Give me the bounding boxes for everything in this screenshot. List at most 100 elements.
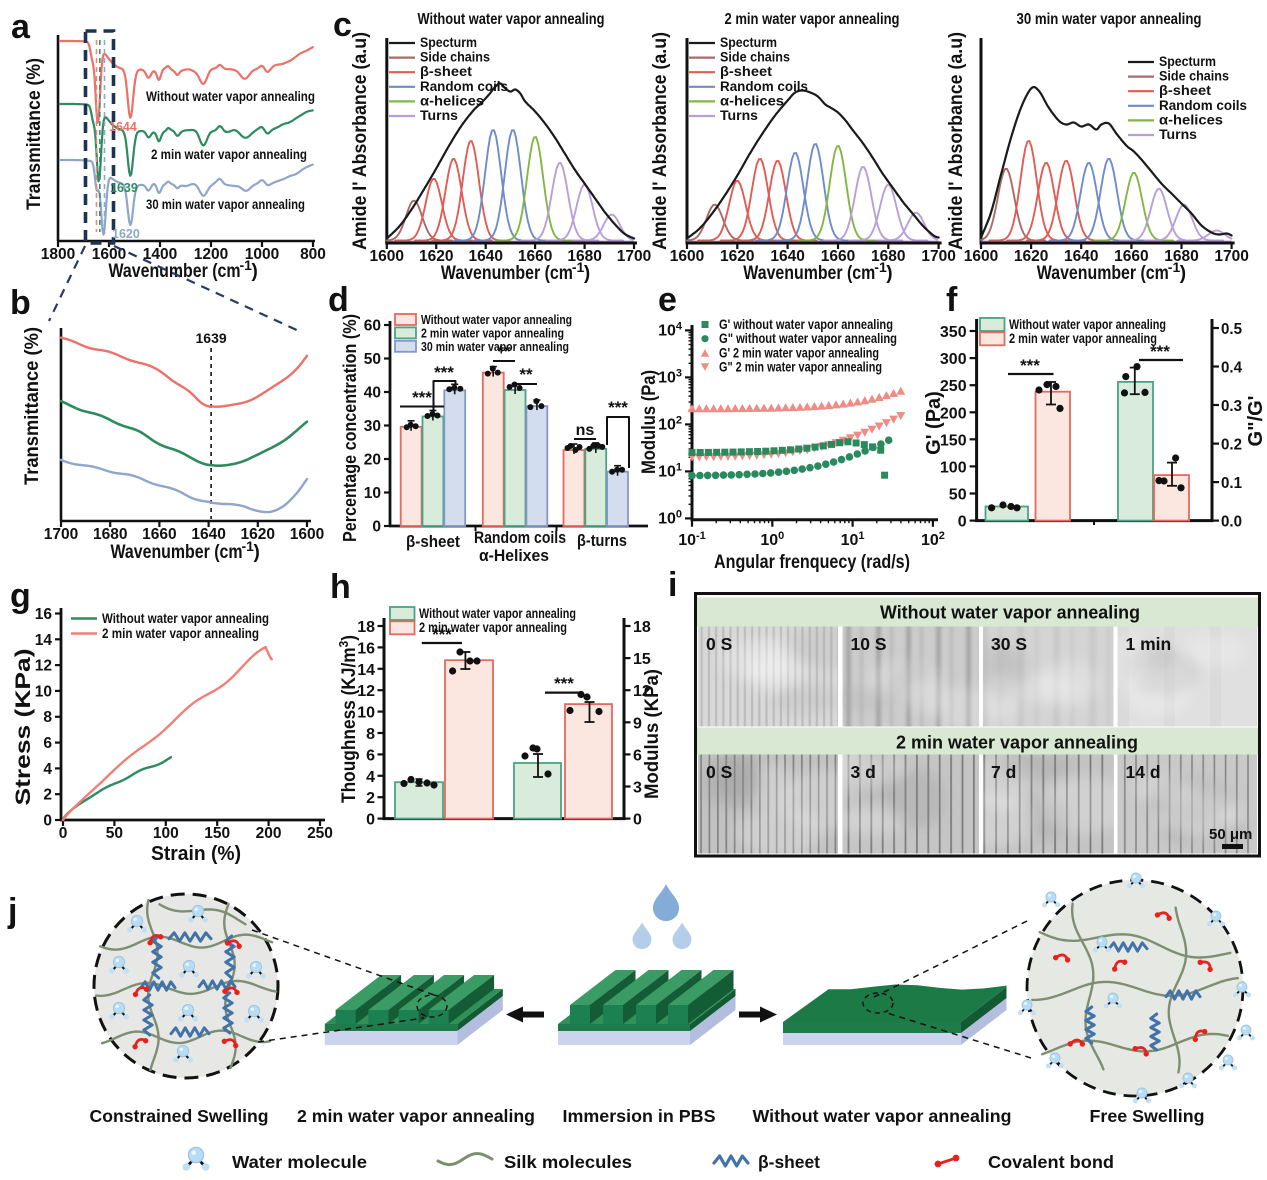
svg-text:Modulus (Pa): Modulus (Pa) — [639, 370, 660, 474]
svg-text:800: 800 — [300, 246, 326, 263]
svg-text:***: *** — [412, 388, 432, 407]
svg-text:1600: 1600 — [964, 248, 998, 265]
svg-text:-1: -1 — [1168, 259, 1181, 275]
svg-text:30 min water vapor annealing: 30 min water vapor annealing — [421, 339, 569, 354]
svg-text:1620: 1620 — [720, 248, 754, 265]
svg-text:1700: 1700 — [921, 248, 955, 265]
svg-text:): ) — [254, 542, 260, 563]
svg-text:6: 6 — [366, 747, 375, 764]
svg-text:-1: -1 — [242, 538, 255, 554]
svg-text:50: 50 — [364, 351, 381, 368]
svg-text:-1: -1 — [240, 257, 253, 273]
svg-text:1620: 1620 — [112, 227, 140, 241]
svg-text:300: 300 — [940, 351, 967, 368]
svg-text:α-helices: α-helices — [1159, 112, 1223, 127]
svg-text:50: 50 — [106, 825, 123, 842]
svg-text:0.0: 0.0 — [1221, 514, 1242, 531]
svg-text:Without water vapor annealing: Without water vapor annealing — [418, 11, 605, 28]
svg-text:1200: 1200 — [194, 246, 228, 263]
svg-text:g: g — [10, 577, 31, 615]
svg-text:1 min: 1 min — [1126, 634, 1172, 654]
svg-text:30 min water vapor annealing: 30 min water vapor annealing — [146, 197, 305, 212]
svg-text:14: 14 — [35, 632, 53, 649]
svg-text:1600: 1600 — [670, 248, 704, 265]
svg-text:β-sheet: β-sheet — [406, 532, 460, 551]
svg-text:1800: 1800 — [41, 246, 75, 263]
svg-text:Amide I' Absorbance (a.u): Amide I' Absorbance (a.u) — [350, 32, 371, 250]
svg-text:50: 50 — [949, 487, 967, 504]
svg-text:6: 6 — [43, 735, 52, 752]
svg-text:Random coils: Random coils — [474, 528, 566, 547]
svg-text:0: 0 — [366, 812, 375, 829]
svg-text:1700: 1700 — [1214, 248, 1248, 265]
svg-text:20: 20 — [364, 452, 381, 469]
svg-text:α-helices: α-helices — [420, 93, 484, 108]
svg-text:Turns: Turns — [1159, 127, 1197, 142]
svg-text:1680: 1680 — [1164, 248, 1198, 265]
svg-text:2 min water vapor annealing: 2 min water vapor annealing — [896, 732, 1138, 753]
svg-text:10: 10 — [364, 485, 381, 502]
svg-text:9: 9 — [633, 715, 642, 732]
svg-text:Specturm: Specturm — [1159, 54, 1216, 69]
svg-text:0: 0 — [43, 813, 52, 830]
svg-text:Specturm: Specturm — [420, 35, 477, 50]
svg-text:30 min water vapor annealing: 30 min water vapor annealing — [1017, 11, 1202, 28]
svg-text:200: 200 — [940, 405, 967, 422]
svg-text:18: 18 — [357, 619, 375, 636]
svg-text:i: i — [668, 566, 677, 604]
svg-text:β-turns: β-turns — [577, 531, 627, 550]
svg-text:1660: 1660 — [518, 248, 552, 265]
svg-text:***: *** — [554, 674, 574, 693]
svg-text:Free Swelling: Free Swelling — [1090, 1106, 1205, 1126]
svg-text:***: *** — [1150, 342, 1170, 361]
svg-text:α-helices: α-helices — [720, 93, 784, 108]
svg-text:1620: 1620 — [1014, 248, 1048, 265]
svg-text:0 S: 0 S — [706, 634, 732, 654]
svg-text:G' (Pa): G' (Pa) — [923, 391, 945, 455]
svg-text:100: 100 — [940, 459, 967, 476]
svg-text:2 min water vapor annealing: 2 min water vapor annealing — [151, 147, 307, 162]
svg-text:10: 10 — [357, 705, 375, 722]
svg-text:Without water vapor annealing: Without water vapor annealing — [146, 89, 315, 104]
svg-text:1680: 1680 — [871, 248, 905, 265]
svg-text:1640: 1640 — [468, 248, 502, 265]
svg-text:0: 0 — [372, 519, 381, 536]
svg-text:Angular frenquecy (rad/s): Angular frenquecy (rad/s) — [714, 552, 910, 573]
svg-text:150: 150 — [204, 825, 230, 842]
svg-text:0.2: 0.2 — [1221, 437, 1242, 454]
svg-text:2: 2 — [366, 790, 375, 807]
svg-text:Specturm: Specturm — [720, 35, 777, 50]
svg-text:Constrained Swelling: Constrained Swelling — [90, 1106, 269, 1126]
svg-text:β-sheet: β-sheet — [720, 64, 773, 79]
svg-text:Silk molecules: Silk molecules — [504, 1152, 632, 1172]
svg-text:Thoughness (KJ/m3): Thoughness (KJ/m3) — [336, 635, 360, 803]
svg-text:): ) — [1180, 263, 1186, 284]
svg-text:Turns: Turns — [420, 108, 458, 123]
svg-text:1640: 1640 — [1064, 248, 1098, 265]
svg-text:250: 250 — [940, 378, 967, 395]
svg-text:150: 150 — [940, 432, 967, 449]
svg-text:1660: 1660 — [142, 526, 176, 543]
svg-text:3 d: 3 d — [851, 762, 876, 782]
svg-text:Water molecule: Water molecule — [232, 1152, 367, 1172]
svg-text:Without water vapor annealing: Without water vapor annealing — [1009, 317, 1166, 332]
svg-text:0.5: 0.5 — [1221, 321, 1242, 338]
svg-text:10: 10 — [35, 683, 52, 700]
svg-text:1640: 1640 — [191, 526, 225, 543]
svg-text:e: e — [658, 281, 677, 319]
svg-text:j: j — [7, 892, 17, 930]
svg-text:β-sheet: β-sheet — [758, 1152, 820, 1172]
svg-text:1600: 1600 — [92, 246, 126, 263]
svg-text:1680: 1680 — [567, 248, 601, 265]
svg-text:40: 40 — [364, 385, 381, 402]
svg-text:1639: 1639 — [110, 181, 138, 195]
svg-text:G' without water vapor anneali: G' without water vapor annealing — [719, 317, 893, 332]
svg-text:Without water vapor annealing: Without water vapor annealing — [102, 611, 269, 626]
svg-text:b: b — [10, 284, 31, 322]
svg-text:1700: 1700 — [617, 248, 651, 265]
svg-text:Transmittance (%): Transmittance (%) — [24, 58, 45, 210]
svg-text:**: ** — [497, 342, 511, 361]
svg-text:Random coils: Random coils — [420, 79, 508, 94]
svg-text:0.4: 0.4 — [1221, 360, 1242, 377]
svg-text:c: c — [333, 6, 352, 44]
